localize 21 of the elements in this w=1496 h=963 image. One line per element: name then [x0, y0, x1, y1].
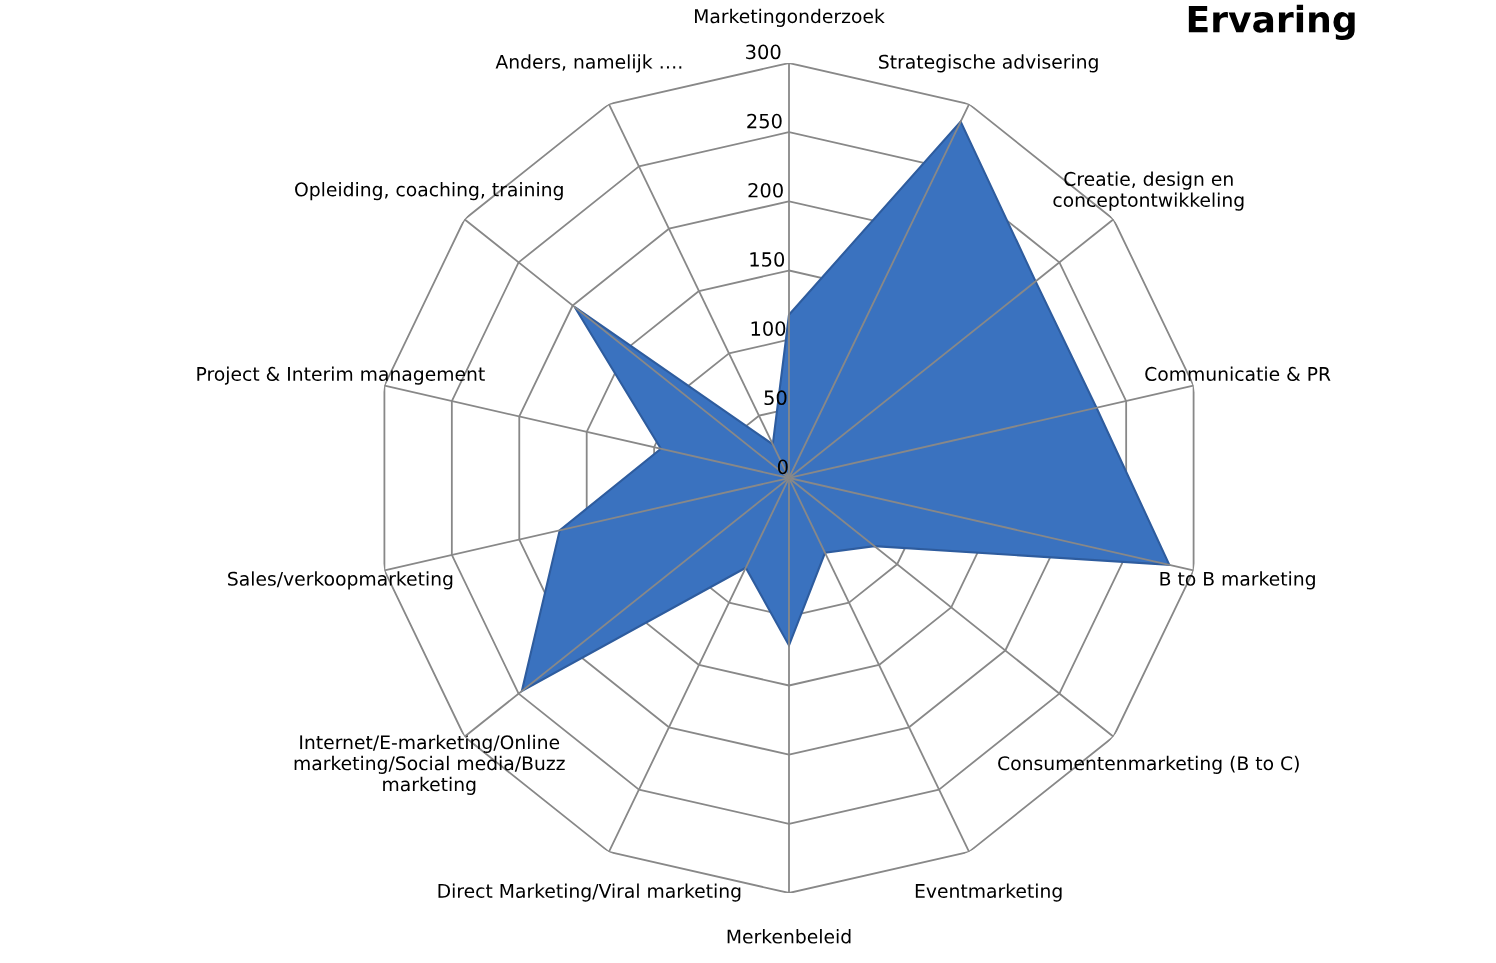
spoke-label: B to B marketing — [1160, 571, 1315, 590]
spoke-label: Sales/verkoopmarketing — [228, 571, 453, 590]
y-tick-label: 100 — [751, 321, 786, 336]
chart-title: Ervaring — [1188, 4, 1355, 41]
spoke-label: Project & Interim management — [197, 366, 485, 385]
y-tick-label: 300 — [746, 44, 781, 60]
spoke-label: Internet/E-marketing/Online marketing/Social media/Buzz marketing — [294, 734, 565, 795]
spoke-label: Merkenbeleid — [727, 929, 851, 944]
y-tick-label: 0 — [777, 459, 788, 475]
spoke-label: Strategische advisering — [879, 54, 1098, 73]
y-tick-label: 250 — [747, 113, 782, 129]
spoke-label: Consumentenmarketing (B to C) — [998, 755, 1299, 774]
spoke-label: Anders, namelijk …. — [495, 54, 682, 73]
spoke-label: Direct Marketing/Viral marketing — [438, 883, 741, 902]
spoke-label: Eventmarketing — [915, 883, 1062, 902]
spoke-label: Marketingonderzoek — [695, 8, 885, 27]
y-tick-label: 150 — [750, 252, 785, 267]
y-tick-label: 200 — [748, 182, 783, 198]
spoke-label: Communicatie & PR — [1145, 366, 1331, 382]
spoke-label: Creatie, design en conceptontwikkeling — [1053, 171, 1244, 211]
spoke-label: Opleiding, coaching, training — [295, 182, 563, 201]
